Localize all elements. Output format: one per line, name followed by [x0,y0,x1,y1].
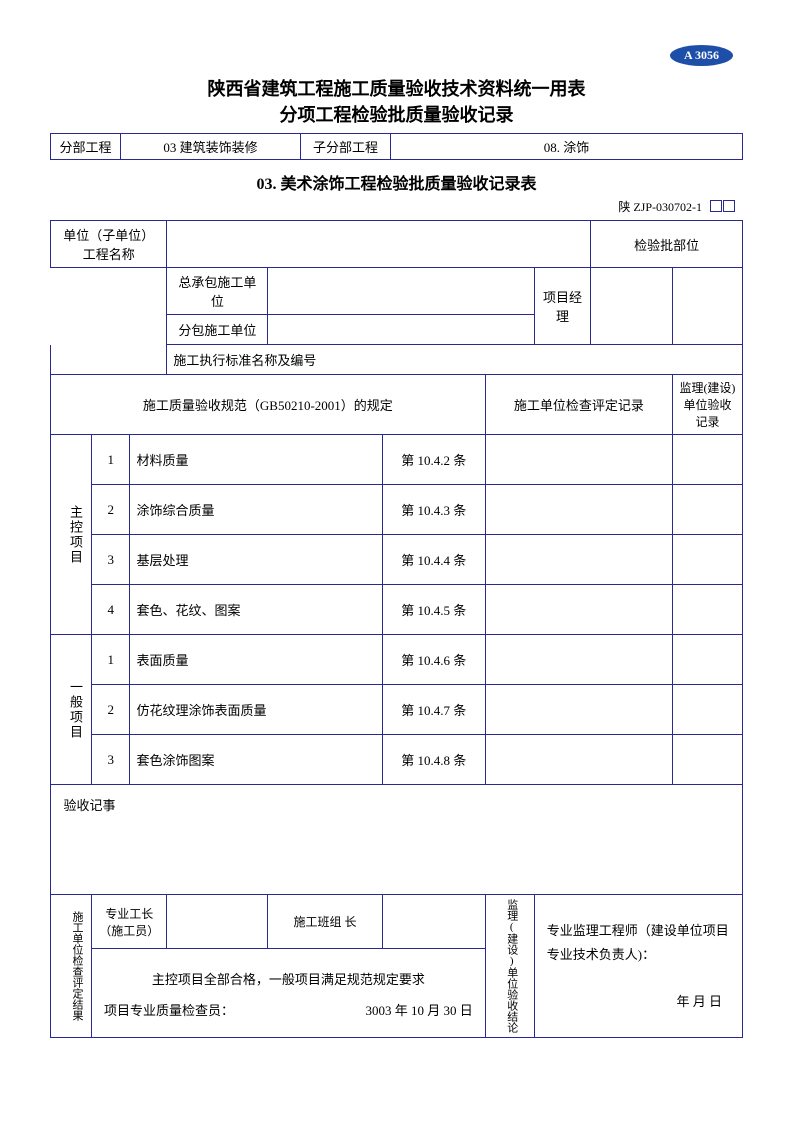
gi-1-sup [672,635,742,685]
lbl-teamlead: 施工班组 长 [268,895,382,949]
mi-3-sup [672,535,742,585]
hdr-c2: 03 建筑装饰装修 [121,134,301,160]
mi-4-name: 套色、花纹、图案 [130,585,382,635]
lbl-gencontractor: 总承包施工单位 [167,268,268,315]
mi-1-sup [672,435,742,485]
mi-4-n: 4 [92,585,130,635]
doc-badge: A 3056 [670,45,733,66]
val-projname [167,221,591,268]
lbl-conclusion: 主控项目全部合格，一般项目满足规范规定要求 [152,972,425,987]
mi-2-sup [672,485,742,535]
lbl-spec: 施工质量验收规范（GB50210-2001）的规定 [51,375,486,435]
lbl-engineer: 专业监理工程师（建设单位项目专业技术负责人)： [547,923,729,961]
sup-signature: 专业监理工程师（建设单位项目专业技术负责人)： 年 月 日 [534,895,742,1038]
lbl-date2: 年 月 日 [676,994,722,1009]
hdr-c3: 子分部工程 [301,134,391,160]
val-gencontractor [268,268,534,315]
mi-2-clause: 第 10.4.3 条 [382,485,485,535]
mi-2-name: 涂饰综合质量 [130,485,382,535]
gi-2-sup [672,685,742,735]
lbl-projmgr: 项目经理 [534,268,590,345]
mi-3-n: 3 [92,535,130,585]
code-boxes [709,200,735,216]
spacer-3 [51,345,167,375]
form-code-line: 陕 ZJP-030702-1 [50,198,743,216]
val-subcontractor [268,315,534,345]
mi-4-rec [485,585,672,635]
lbl-batchpos: 检验批部位 [591,221,743,268]
mi-1-name: 材料质量 [130,435,382,485]
hdr-c1: 分部工程 [51,134,121,160]
lbl-result: 施工单位检查评定结果 [51,895,92,1038]
lbl-supconcl: 监理(建设)单位验收结论 [485,895,534,1038]
mi-4-sup [672,585,742,635]
gi-3-n: 3 [92,735,130,785]
constr-signature: 主控项目全部合格，一般项目满足规范规定要求 项目专业质量检查员： 3003 年 … [92,948,486,1037]
val-foreman [167,895,268,949]
gi-2-clause: 第 10.4.7 条 [382,685,485,735]
gi-2-rec [485,685,672,735]
gi-3-rec [485,735,672,785]
mi-2-rec [485,485,672,535]
spacer-2 [51,315,167,345]
mi-4-clause: 第 10.4.5 条 [382,585,485,635]
gi-1-name: 表面质量 [130,635,382,685]
header-table: 分部工程 03 建筑装饰装修 子分部工程 08. 涂饰 [50,133,743,160]
gi-1-n: 1 [92,635,130,685]
lbl-subcontractor: 分包施工单位 [167,315,268,345]
mi-3-clause: 第 10.4.4 条 [382,535,485,585]
lbl-date1: 3003 年 10 月 30 日 [365,999,472,1022]
lbl-suprec: 监理(建设)单位验收记录 [672,375,742,435]
lbl-genitems: 一般项目 [51,635,92,785]
gi-2-name: 仿花纹理涂饰表面质量 [130,685,382,735]
gi-1-clause: 第 10.4.6 条 [382,635,485,685]
lbl-mainitems: 主控项目 [51,435,92,635]
notes-cell: 验收记事 [51,785,743,895]
main-table: 单位（子单位）工程名称 检验批部位 总承包施工单位 项目经理 分包施工单位 施工… [50,220,743,1038]
subtitle: 03. 美术涂饰工程检验批质量验收记录表 [50,170,743,194]
val-projmgr [591,268,673,345]
gi-3-clause: 第 10.4.8 条 [382,735,485,785]
lbl-projname: 单位（子单位）工程名称 [51,221,167,268]
lbl-inspector: 项目专业质量检查员： [104,999,234,1022]
gi-3-name: 套色涂饰图案 [130,735,382,785]
form-code: 陕 ZJP-030702-1 [618,200,702,214]
lbl-std: 施工执行标准名称及编号 [167,345,743,375]
page-title-1: 陕西省建筑工程施工质量验收技术资料统一用表 [50,75,743,101]
spacer-1 [51,268,167,315]
val-teamlead [382,895,485,949]
lbl-notes: 验收记事 [64,798,116,813]
page-title-2: 分项工程检验批质量验收记录 [50,101,743,127]
gi-2-n: 2 [92,685,130,735]
mi-2-n: 2 [92,485,130,535]
gi-3-sup [672,735,742,785]
mi-1-rec [485,435,672,485]
hdr-c4: 08. 涂饰 [391,134,743,160]
mi-1-n: 1 [92,435,130,485]
val-batchpos [672,268,742,345]
mi-3-name: 基层处理 [130,535,382,585]
lbl-insprec: 施工单位检查评定记录 [485,375,672,435]
gi-1-rec [485,635,672,685]
lbl-foreman: 专业工长（施工员） [92,895,167,949]
mi-1-clause: 第 10.4.2 条 [382,435,485,485]
mi-3-rec [485,535,672,585]
